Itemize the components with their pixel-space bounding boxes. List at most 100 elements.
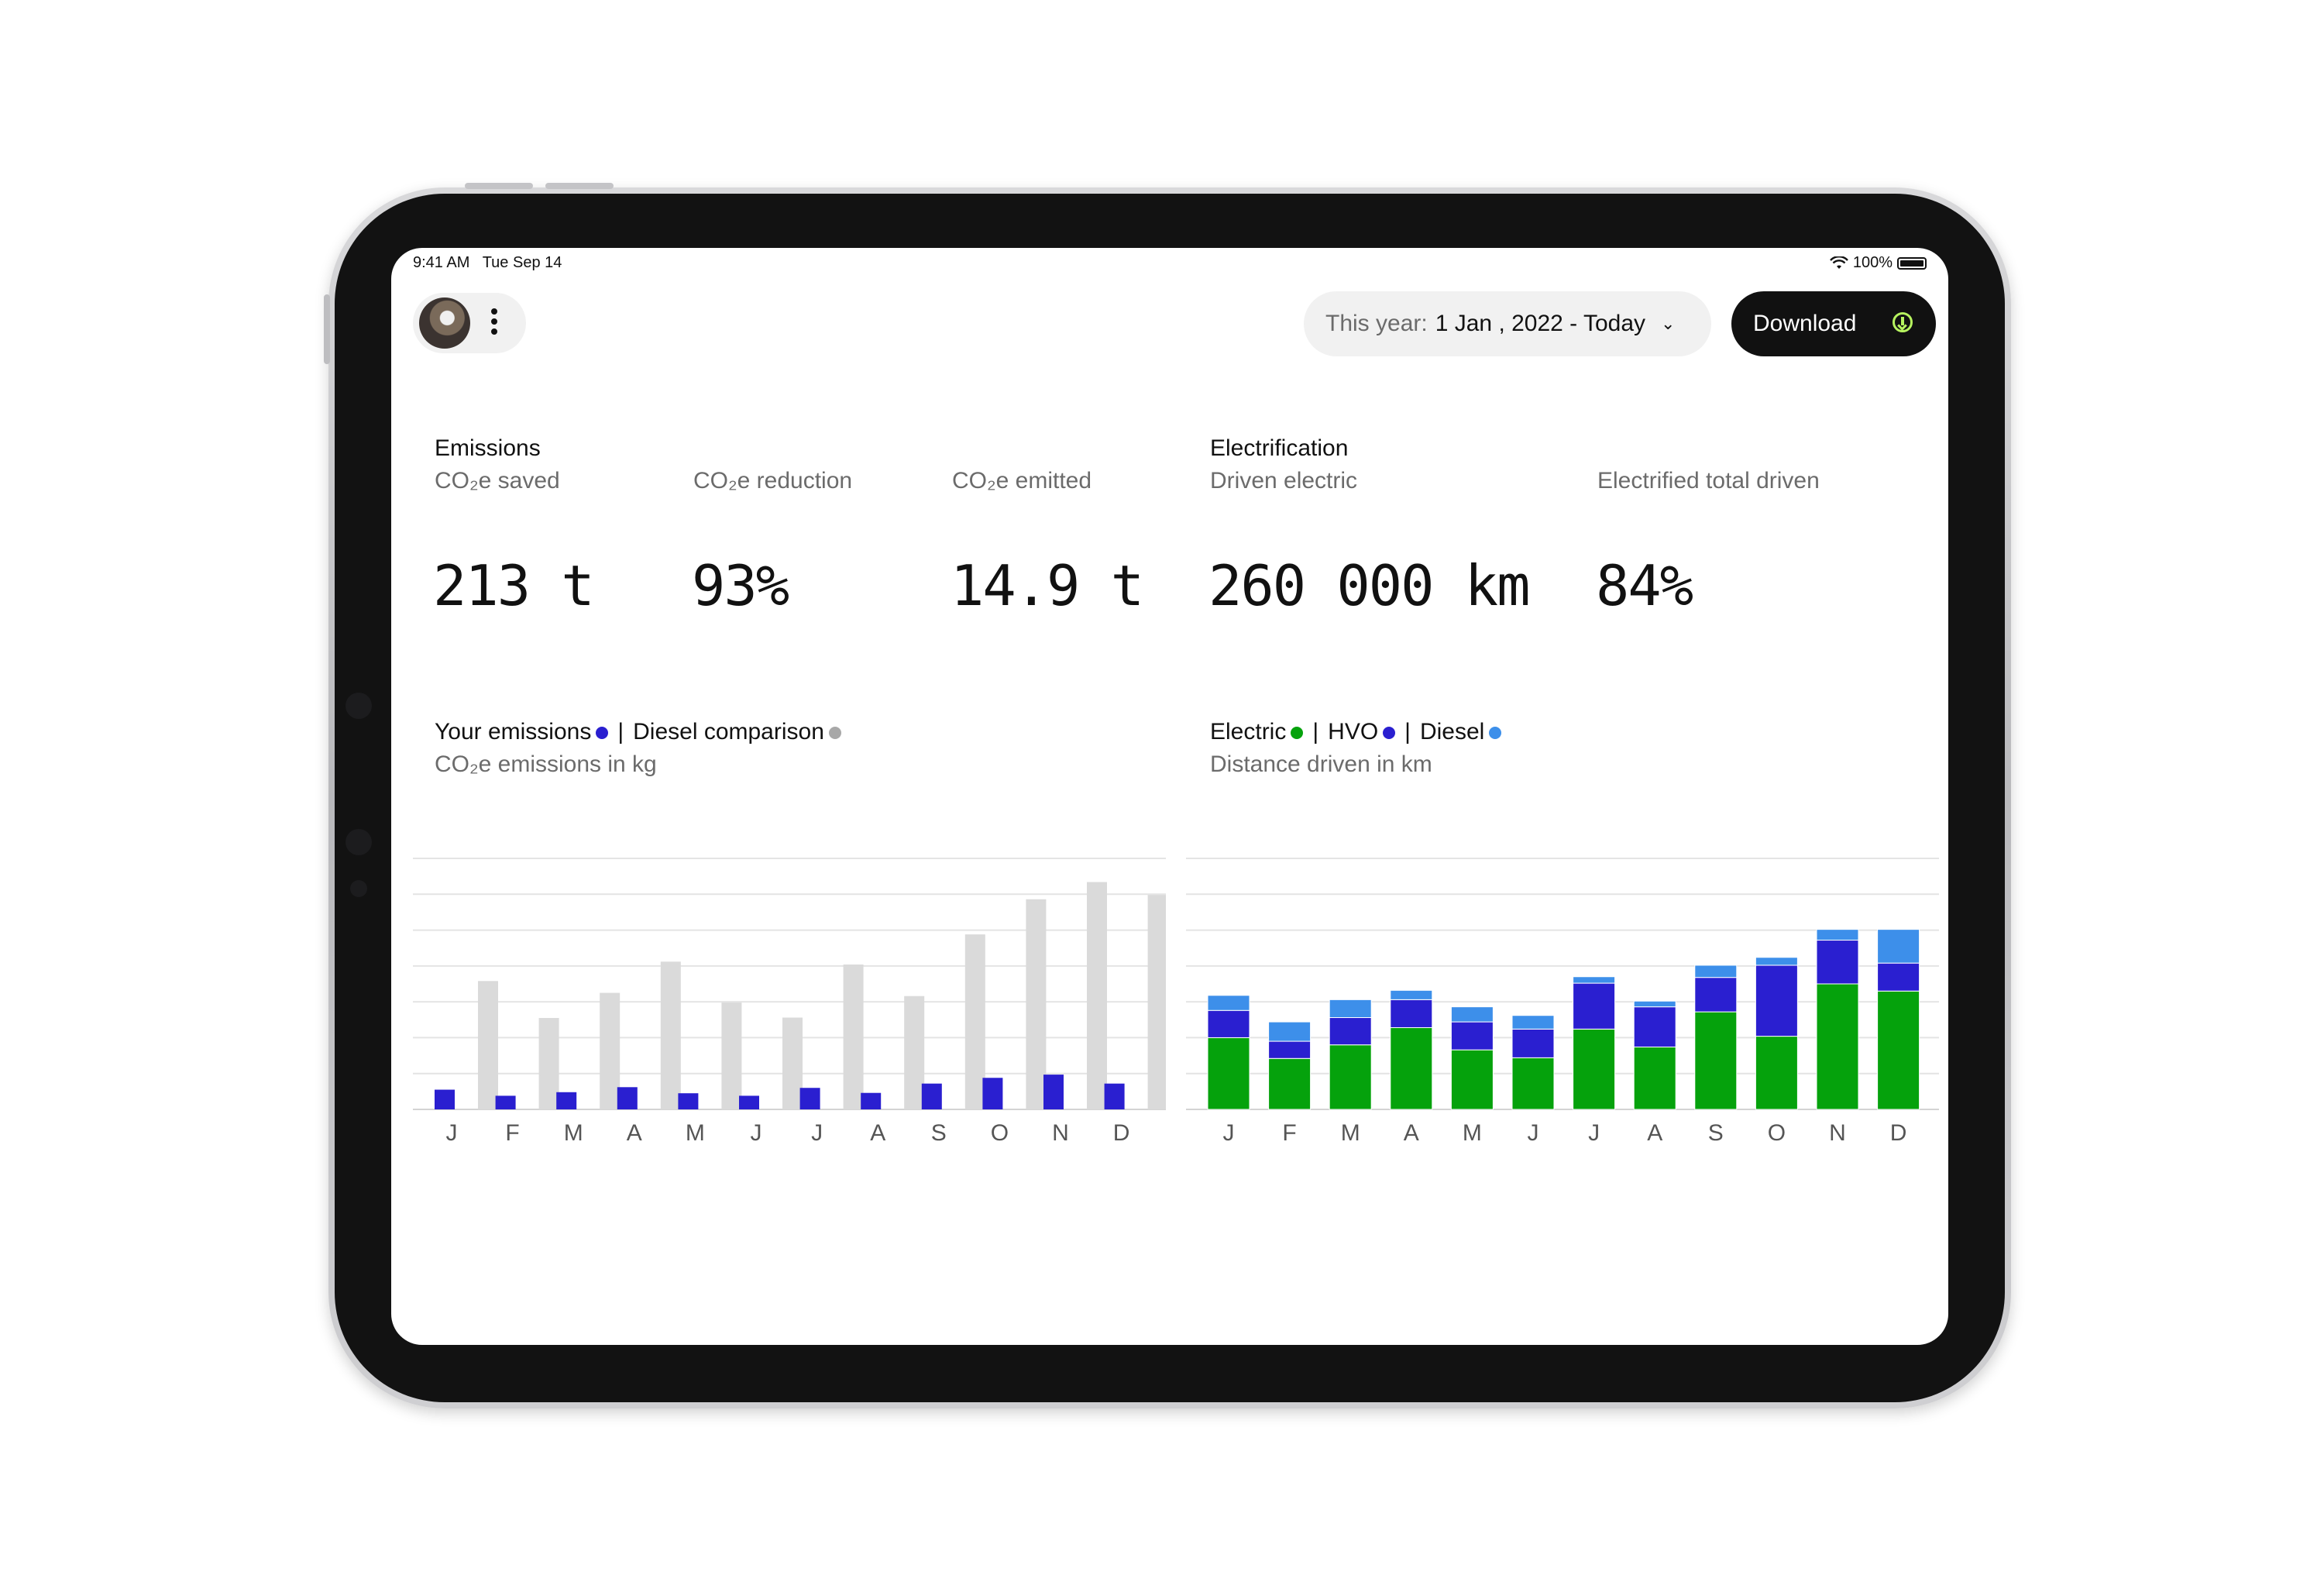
battery-icon	[1897, 256, 1927, 270]
legend-diesel: Diesel	[1419, 719, 1485, 745]
legend-separator: |	[1312, 719, 1319, 745]
sensor-icon	[346, 829, 372, 855]
co2-emitted-label: CO₂e emitted	[952, 468, 1092, 493]
x-tick-label: J	[446, 1120, 458, 1146]
avatar[interactable]	[419, 297, 470, 349]
x-tick-label: J	[811, 1120, 823, 1146]
x-tick-label: D	[1890, 1120, 1907, 1146]
emission-bar	[678, 1093, 699, 1109]
x-tick-label: A	[870, 1120, 885, 1146]
legend-hvo: HVO	[1328, 719, 1379, 745]
diesel-bar	[1390, 989, 1433, 1000]
diesel-bar	[1268, 1021, 1312, 1042]
more-icon[interactable]	[490, 308, 498, 339]
download-label: Download	[1753, 311, 1857, 336]
emission-bar	[982, 1078, 1003, 1109]
date-range-select[interactable]: This year: 1 Jan , 2022 - Today ⌄	[1304, 291, 1711, 356]
x-tick-label: F	[1282, 1120, 1296, 1146]
emission-bar	[617, 1087, 638, 1109]
diesel-comparison-bar	[721, 1002, 742, 1109]
co2-reduction-label: CO₂e reduction	[693, 468, 853, 493]
electric-bar	[1329, 1044, 1372, 1110]
x-tick-label: M	[564, 1120, 583, 1146]
electrification-title: Electrification	[1210, 435, 1349, 461]
hvo-bar	[1633, 1006, 1676, 1047]
driven-electric-value: 260 000 km	[1208, 553, 1530, 618]
legend-dot-blue	[1383, 727, 1396, 740]
diesel-comparison-bar	[843, 965, 864, 1109]
x-tick-label: J	[1223, 1120, 1235, 1146]
co2-emitted-value: 14.9 t	[951, 553, 1144, 618]
hvo-bar	[1268, 1040, 1312, 1059]
emission-bar	[861, 1092, 882, 1109]
co2-saved-value: 213 t	[433, 553, 595, 618]
electric-bar	[1207, 1037, 1250, 1110]
account-menu[interactable]	[413, 293, 526, 353]
electric-bar	[1511, 1057, 1555, 1110]
hvo-bar	[1755, 965, 1798, 1037]
volume-up-button	[465, 183, 533, 189]
chevron-down-icon: ⌄	[1661, 314, 1676, 333]
electric-bar	[1573, 1028, 1616, 1110]
x-tick-label: N	[1829, 1120, 1846, 1146]
diesel-comparison-bar	[964, 934, 985, 1109]
x-tick-label: F	[505, 1120, 519, 1146]
diesel-bar	[1633, 1000, 1676, 1008]
status-right: 100%	[1829, 254, 1927, 272]
emission-bar	[739, 1095, 759, 1109]
diesel-comparison-bar	[478, 981, 498, 1109]
hvo-bar	[1450, 1021, 1494, 1051]
x-tick-label: M	[1341, 1120, 1360, 1146]
electric-bar	[1694, 1011, 1738, 1110]
emissions-chart-subtitle: CO₂e emissions in kg	[435, 751, 657, 777]
diesel-bar	[1450, 1006, 1494, 1023]
x-tick-label: A	[627, 1120, 642, 1146]
emission-bar	[1104, 1083, 1125, 1109]
emission-bar	[921, 1083, 942, 1109]
co2-reduction-value: 93%	[692, 553, 789, 618]
status-date-text: Tue Sep 14	[482, 254, 562, 271]
diesel-comparison-bar	[1026, 899, 1047, 1109]
legend-diesel-comparison: Diesel comparison	[633, 719, 824, 745]
status-time-text: 9:41 AM	[413, 254, 470, 271]
app-screen: 9:41 AM Tue Sep 14 100% This year: 1 Jan…	[391, 248, 1948, 1345]
x-tick-label: S	[931, 1120, 947, 1146]
electric-bar	[1390, 1027, 1433, 1110]
diesel-bar	[1877, 929, 1920, 964]
electric-bar	[1755, 1036, 1798, 1110]
front-camera-icon	[346, 693, 372, 719]
emissions-title: Emissions	[435, 435, 541, 461]
diesel-bar	[1694, 965, 1738, 978]
date-range-value: 1 Jan , 2022 - Today	[1435, 311, 1646, 336]
emissions-chart-legend: Your emissions | Diesel comparison	[435, 719, 841, 745]
electrified-total-value: 84%	[1596, 553, 1693, 618]
download-icon	[1893, 312, 1913, 332]
diesel-bar	[1511, 1015, 1555, 1030]
emission-bar	[495, 1095, 516, 1109]
hvo-bar	[1390, 999, 1433, 1028]
x-tick-label: A	[1404, 1120, 1419, 1146]
diesel-bar	[1816, 929, 1859, 941]
date-range-prefix: This year:	[1325, 311, 1428, 336]
electric-bar	[1633, 1046, 1676, 1110]
hvo-bar	[1329, 1017, 1372, 1046]
emission-bar	[556, 1092, 577, 1109]
status-time: 9:41 AM Tue Sep 14	[413, 254, 562, 272]
legend-your-emissions: Your emissions	[435, 719, 592, 745]
electric-bar	[1877, 990, 1920, 1110]
emission-bar	[435, 1089, 455, 1109]
diesel-comparison-bar	[1147, 895, 1166, 1109]
download-button[interactable]: Download	[1731, 291, 1936, 356]
emission-bar	[799, 1088, 820, 1109]
x-tick-label: M	[686, 1120, 705, 1146]
wifi-icon	[1829, 256, 1848, 269]
hvo-bar	[1207, 1009, 1250, 1038]
legend-dot-blue	[596, 727, 609, 740]
distance-chart-legend: Electric | HVO | Diesel	[1210, 719, 1502, 745]
diesel-bar	[1329, 999, 1372, 1019]
legend-dot-light-blue	[1489, 727, 1502, 740]
power-button	[324, 294, 330, 364]
